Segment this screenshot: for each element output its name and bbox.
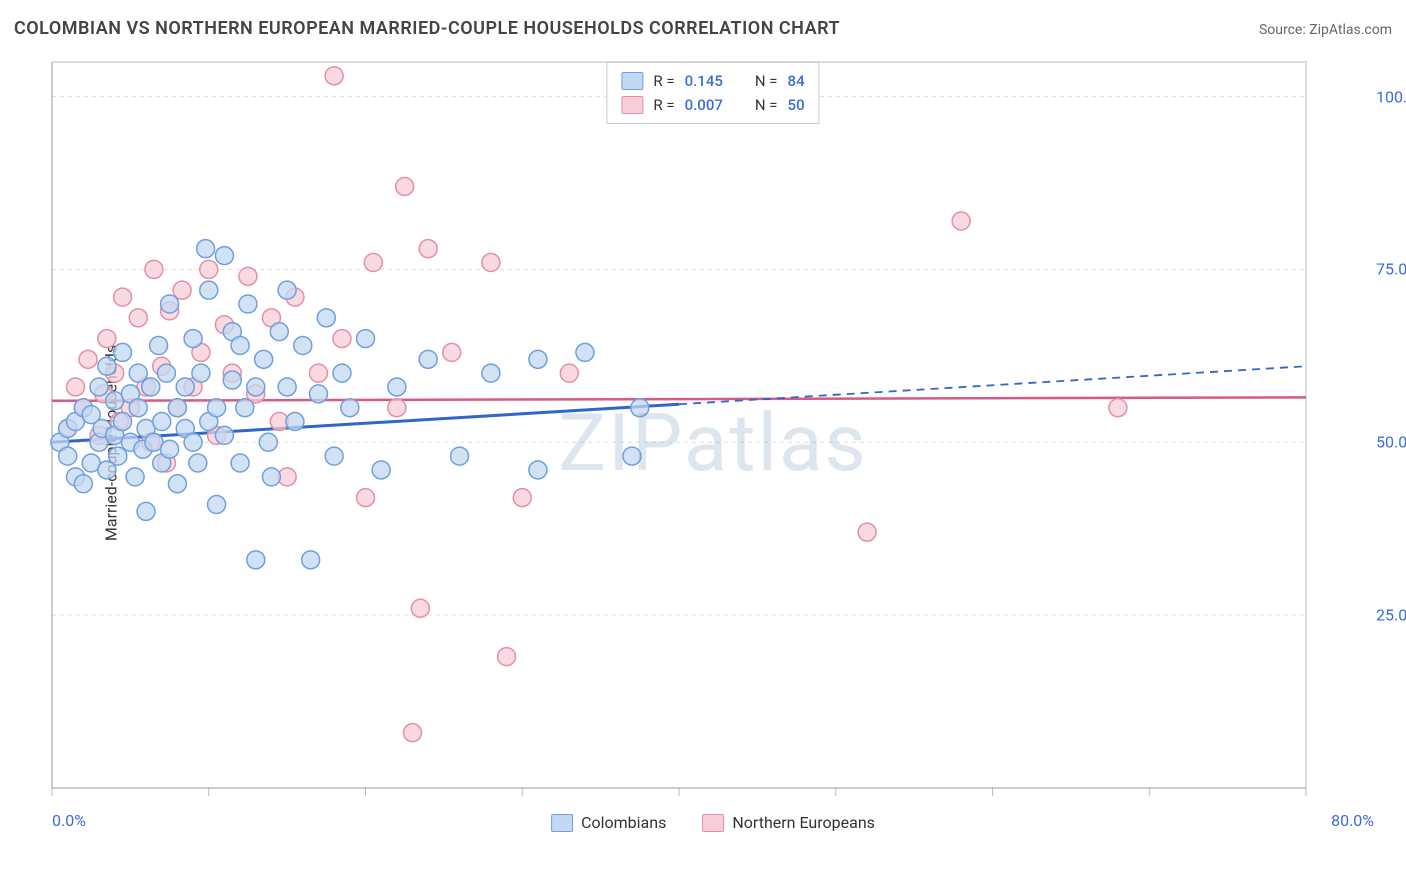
y-tick-label: 75.0% (1376, 260, 1406, 279)
header-row: COLOMBIAN VS NORTHERN EUROPEAN MARRIED-C… (14, 18, 1392, 39)
n-value: 84 (788, 69, 805, 93)
legend-swatch (621, 72, 643, 90)
chart-title: COLOMBIAN VS NORTHERN EUROPEAN MARRIED-C… (14, 18, 840, 39)
n-label: N = (755, 93, 778, 117)
source-label: Source: ZipAtlas.com (1259, 22, 1392, 38)
series-name: Colombians (581, 813, 666, 832)
x-min-label: 0.0% (52, 811, 86, 830)
scatter-chart: Married-couple Households ZIPatlas R = 0… (48, 58, 1378, 828)
r-label: R = (653, 69, 674, 93)
plot-canvas (48, 58, 1378, 828)
n-value: 50 (788, 93, 805, 117)
legend-row: R = 0.007 N = 50 (621, 93, 804, 117)
legend-stats: R = 0.145 N = 84 R = 0.007 N = 50 (606, 62, 819, 124)
legend-swatch (551, 814, 573, 832)
legend-swatch (621, 96, 643, 114)
y-tick-label: 50.0% (1376, 433, 1406, 452)
y-tick-label: 100.0% (1376, 87, 1406, 106)
r-value: 0.145 (685, 69, 723, 93)
r-label: R = (653, 93, 674, 117)
legend-swatch (702, 814, 724, 832)
legend-item: Colombians (551, 813, 666, 832)
n-label: N = (755, 69, 778, 93)
legend-row: R = 0.145 N = 84 (621, 69, 804, 93)
x-max-label: 80.0% (1331, 811, 1374, 830)
legend-series: Colombians Northern Europeans (551, 813, 875, 832)
r-value: 0.007 (685, 93, 723, 117)
y-tick-label: 25.0% (1376, 606, 1406, 625)
series-name: Northern Europeans (732, 813, 875, 832)
legend-item: Northern Europeans (702, 813, 875, 832)
